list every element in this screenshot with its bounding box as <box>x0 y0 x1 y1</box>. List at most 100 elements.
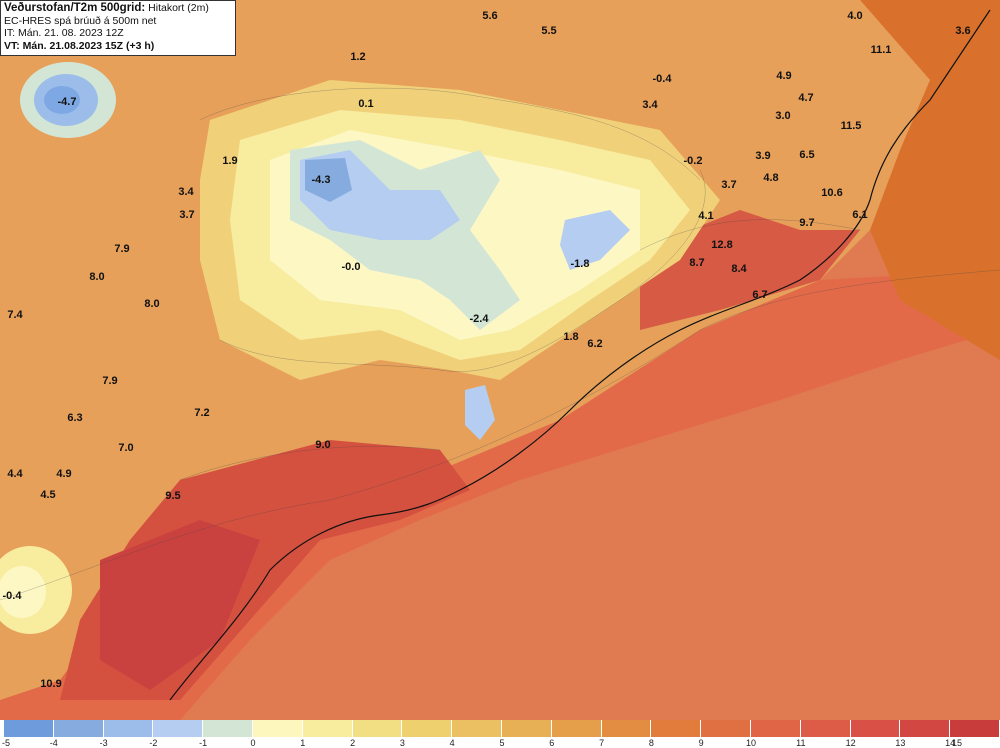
header-init-time: IT: Mán. 21. 08. 2023 12Z <box>4 27 124 39</box>
coastline <box>169 9 991 701</box>
legend-swatch <box>551 720 602 737</box>
temperature-label: 10.6 <box>821 187 843 199</box>
legend-tick: 8 <box>648 738 654 748</box>
temperature-label: 1.9 <box>222 155 238 167</box>
temperature-label: 4.0 <box>847 10 863 22</box>
temperature-label: 3.7 <box>721 179 737 191</box>
temperature-label: 9.0 <box>315 439 331 451</box>
legend-tick: 14 <box>945 738 956 748</box>
temperature-label: 4.9 <box>776 70 792 82</box>
temperature-label: 4.8 <box>763 172 779 184</box>
legend-tick: 9 <box>698 738 704 748</box>
temperature-label: 6.3 <box>67 412 83 424</box>
legend-tick: 10 <box>745 738 757 748</box>
temperature-label: 12.8 <box>711 239 733 251</box>
ice-cap-blue <box>305 158 352 202</box>
legend-tick: 2 <box>350 738 356 748</box>
map-header: Veðurstofan/T2m 500grid: Hitakort (2m) E… <box>0 0 236 56</box>
legend-swatch <box>452 720 502 737</box>
legend-tick: 3 <box>399 738 405 748</box>
temperature-label: 4.5 <box>40 489 56 501</box>
legend-swatch <box>651 720 702 737</box>
temperature-label: 7.4 <box>7 309 23 321</box>
temperature-label: 1.2 <box>350 51 366 63</box>
legend-tick: 4 <box>449 738 455 748</box>
temperature-label: 6.1 <box>852 209 868 221</box>
temperature-label: 7.2 <box>194 407 210 419</box>
map-canvas <box>0 0 1000 720</box>
temperature-label: -0.4 <box>2 590 22 602</box>
ice-cap-east <box>560 210 630 270</box>
legend-tick: 0 <box>250 738 256 748</box>
temperature-label: 4.1 <box>698 210 714 222</box>
temperature-label: -0.2 <box>683 155 703 167</box>
legend-swatch <box>4 720 54 737</box>
temperature-label: -2.4 <box>469 313 489 325</box>
temperature-label: -0.4 <box>652 73 672 85</box>
temperature-label: -0.0 <box>341 261 361 273</box>
legend-swatch <box>900 720 951 737</box>
temperature-label: 7.0 <box>118 442 134 454</box>
temperature-label: 9.7 <box>799 217 815 229</box>
temperature-label: 4.4 <box>7 468 23 480</box>
legend-tick: -3 <box>99 738 108 748</box>
legend-tick: 6 <box>549 738 555 748</box>
temperature-label: 8.4 <box>731 263 747 275</box>
temperature-label: 4.7 <box>798 92 814 104</box>
legend-swatch <box>501 720 552 737</box>
header-title: Veðurstofan/T2m 500grid: Hitakort (2m) <box>4 2 209 14</box>
legend-swatch <box>352 720 403 737</box>
temperature-label: 5.6 <box>482 10 498 22</box>
temperature-labels: 5.6 4.0 3.6 5.5 1.2 11.1 -0.4 4.9 -4.7 0.1 3.4 4.7 3… <box>2 10 971 690</box>
east-sea <box>860 0 1000 360</box>
temperature-label: 4.9 <box>56 468 72 480</box>
legend-tick: -4 <box>49 738 58 748</box>
legend-bar <box>4 720 1000 737</box>
legend-tick: 12 <box>845 738 856 748</box>
temperature-label: 6.5 <box>799 149 815 161</box>
nw-glacier-core <box>44 86 80 114</box>
temperature-label: 7.9 <box>114 243 130 255</box>
temperature-label: 6.2 <box>587 338 603 350</box>
color-legend: -5 -4 -3 -2 -1 0 1 2 3 4 5 6 7 8 9 10 11 12 13 14 15 <box>0 720 1000 748</box>
legend-tick: 5 <box>499 738 505 748</box>
legend-tick: -1 <box>199 738 208 748</box>
legend-swatch <box>53 720 104 737</box>
legend-swatch <box>103 720 154 737</box>
legend-swatch <box>800 720 851 737</box>
temperature-label: 11.1 <box>870 44 892 56</box>
temperature-label: 8.7 <box>689 257 705 269</box>
temperature-label: 3.0 <box>775 110 791 122</box>
legend-tick: 7 <box>599 738 605 748</box>
temperature-label: -1.8 <box>570 258 590 270</box>
temperature-label: 3.4 <box>178 186 194 198</box>
temperature-label: 0.1 <box>358 98 374 110</box>
temperature-label: 9.5 <box>165 490 181 502</box>
legend-tick: 1 <box>300 738 306 748</box>
legend-tick: 15 <box>951 738 963 748</box>
hot-zone-core <box>100 520 260 690</box>
legend-tick: 11 <box>796 738 806 748</box>
ice-cap-south <box>465 385 495 440</box>
temperature-label: 5.5 <box>541 25 557 37</box>
temperature-label: 10.9 <box>40 678 62 690</box>
temperature-label: 3.6 <box>955 25 971 37</box>
legend-swatch <box>252 720 303 737</box>
legend-swatch <box>850 720 901 737</box>
temperature-label: -4.7 <box>57 96 77 108</box>
header-valid-time: VT: Mán. 21.08.2023 15Z (+3 h) <box>4 39 155 52</box>
temperature-label: 1.8 <box>563 331 579 343</box>
temperature-label: -4.3 <box>311 174 331 186</box>
legend-swatch <box>402 720 453 737</box>
temperature-label: 3.9 <box>755 150 771 162</box>
temperature-label: 11.5 <box>840 120 862 132</box>
legend-swatch <box>601 720 652 737</box>
legend-tick: -5 <box>1 738 11 748</box>
hot-zone-east <box>640 210 860 330</box>
legend-tick: -2 <box>149 738 158 748</box>
temperature-label: 3.7 <box>179 209 195 221</box>
temperature-label: 8.0 <box>144 298 160 310</box>
temperature-map <box>0 0 1000 720</box>
legend-swatch <box>302 720 353 737</box>
legend-tick: 13 <box>895 738 906 748</box>
